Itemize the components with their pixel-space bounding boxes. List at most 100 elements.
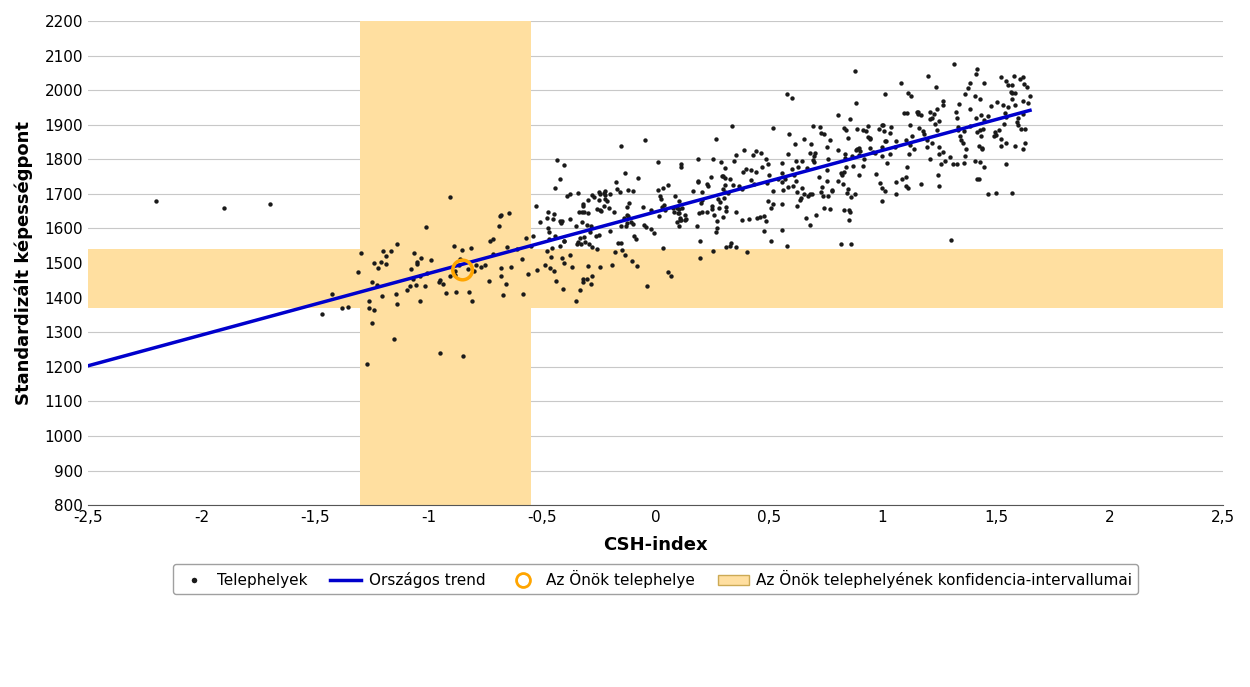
Point: [489, 220, 509, 231]
Point: [634, 219, 654, 230]
Point: [854, 124, 874, 135]
Point: [996, 111, 1016, 122]
Point: [896, 135, 916, 146]
Point: [570, 284, 590, 295]
Point: [1019, 98, 1039, 109]
Point: [810, 186, 830, 197]
Point: [966, 69, 986, 80]
Point: [572, 201, 592, 212]
Point: [705, 210, 725, 221]
Point: [550, 241, 570, 252]
Point: [836, 162, 856, 173]
Point: [776, 89, 796, 100]
Point: [588, 244, 608, 255]
Point: [725, 241, 745, 252]
Point: [881, 122, 901, 133]
Point: [764, 123, 784, 134]
Point: [359, 296, 379, 307]
Point: [974, 161, 994, 172]
Point: [716, 242, 736, 253]
Point: [594, 187, 614, 198]
Point: [778, 181, 798, 192]
Point: [764, 185, 784, 196]
Point: [828, 176, 848, 187]
Point: [998, 80, 1017, 91]
Point: [892, 174, 912, 185]
Point: [655, 205, 675, 216]
Point: [615, 168, 635, 179]
Point: [371, 256, 391, 267]
Point: [619, 197, 639, 208]
Point: [965, 91, 985, 102]
Legend: Telephelyek, Országos trend, Az Önök telephelye, Az Önök telephelyének konfidenc: Telephelyek, Országos trend, Az Önök tel…: [173, 564, 1139, 594]
Point: [726, 149, 746, 160]
Point: [1016, 81, 1036, 92]
Point: [641, 205, 661, 216]
Point: [440, 270, 460, 281]
Point: [800, 220, 820, 231]
Point: [969, 173, 989, 184]
Point: [928, 125, 948, 136]
Point: [822, 185, 842, 196]
Point: [676, 214, 696, 225]
Point: [1014, 95, 1034, 106]
Point: [759, 170, 779, 181]
Point: [444, 240, 464, 251]
Point: [842, 161, 862, 172]
Point: [754, 210, 774, 221]
Point: [606, 183, 626, 194]
Point: [1005, 140, 1025, 151]
Point: [720, 240, 740, 251]
Point: [835, 148, 855, 159]
Point: [600, 189, 620, 200]
Point: [546, 275, 566, 286]
Point: [461, 295, 481, 306]
Point: [778, 240, 798, 251]
Bar: [88, 249, 1222, 308]
Point: [415, 280, 435, 291]
Point: [1003, 80, 1022, 91]
Point: [928, 104, 948, 115]
Point: [788, 161, 808, 172]
Point: [536, 212, 556, 223]
Point: [466, 260, 486, 271]
Point: [615, 249, 635, 260]
Point: [891, 78, 911, 89]
Point: [942, 159, 962, 170]
Point: [406, 280, 426, 291]
Point: [972, 143, 992, 154]
Point: [415, 221, 435, 232]
Point: [671, 159, 691, 170]
Point: [802, 189, 822, 200]
Point: [848, 124, 868, 135]
Point: [818, 191, 838, 202]
Point: [571, 238, 591, 249]
Point: [458, 263, 478, 274]
Point: [896, 172, 916, 183]
Point: [351, 247, 371, 258]
Point: [839, 205, 859, 216]
Point: [880, 128, 900, 139]
Point: [440, 192, 460, 203]
Point: [560, 188, 580, 199]
Point: [146, 195, 166, 206]
Point: [930, 149, 950, 160]
Point: [840, 113, 860, 124]
Point: [796, 162, 816, 173]
Point: [712, 184, 732, 195]
Point: [920, 107, 940, 118]
Point: [802, 121, 822, 132]
Point: [886, 136, 906, 147]
Point: [996, 75, 1016, 86]
Point: [796, 212, 816, 223]
Point: [869, 123, 889, 134]
Point: [729, 181, 749, 192]
Point: [446, 286, 466, 297]
Point: [979, 111, 999, 122]
Point: [590, 194, 610, 205]
Point: [814, 128, 834, 139]
Point: [508, 244, 528, 255]
Point: [775, 174, 795, 185]
Point: [988, 97, 1008, 108]
Point: [940, 151, 960, 162]
